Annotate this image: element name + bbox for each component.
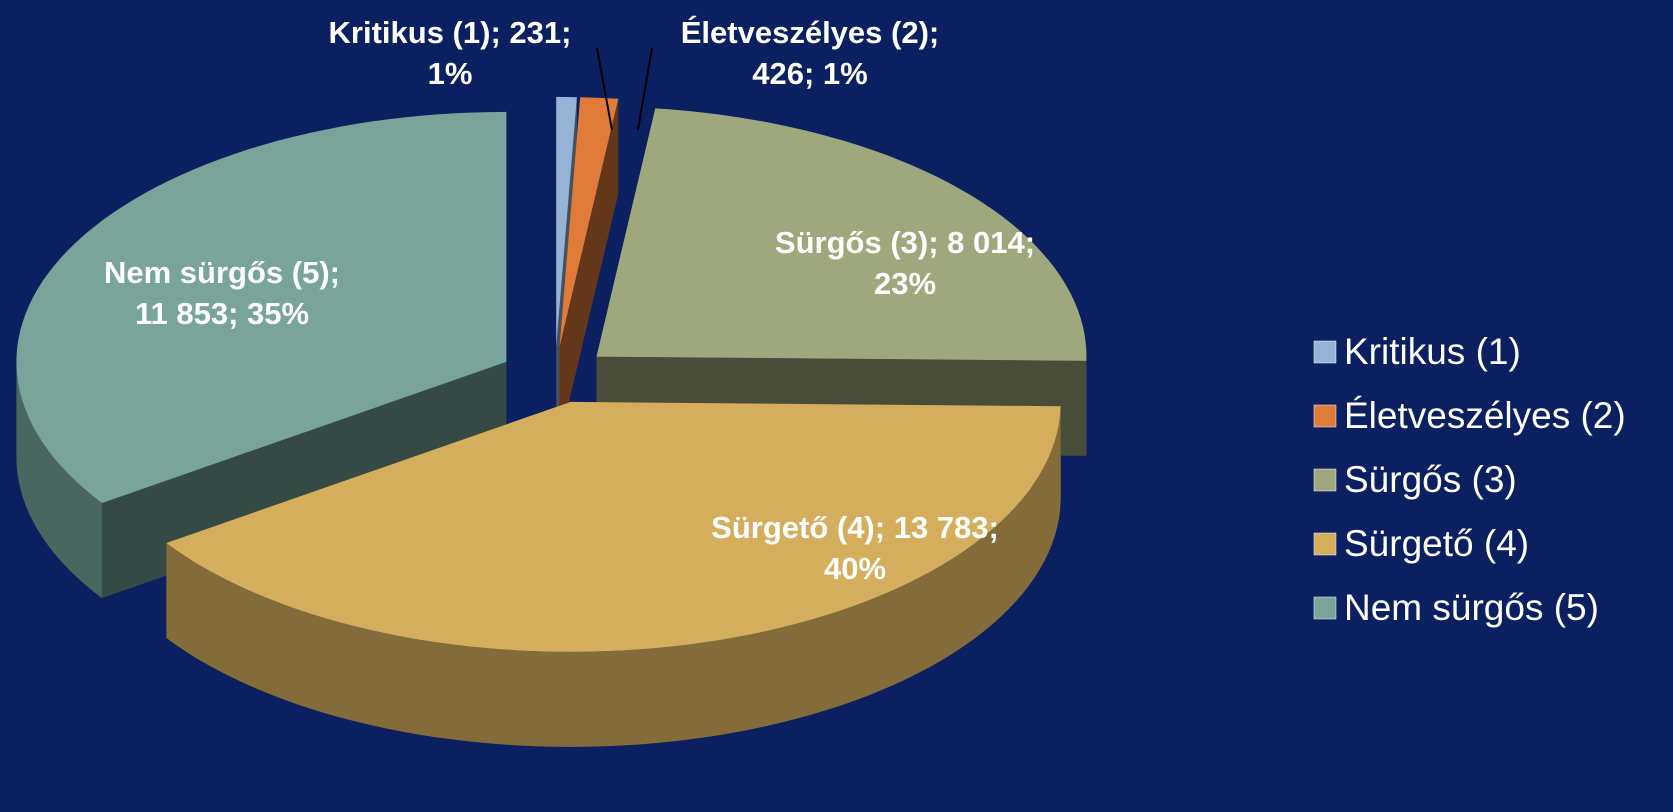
data-label-line: 40% [824, 551, 886, 586]
slice [166, 401, 1061, 747]
leader-line [637, 47, 653, 131]
slice-wall [166, 406, 1061, 747]
slice [559, 97, 619, 443]
data-label-separator: ; [330, 255, 340, 290]
legend-swatch [1313, 340, 1337, 364]
legend-swatch [1313, 596, 1337, 620]
data-label-part: Nem sürgős (5) [104, 255, 330, 290]
data-label-separator: ; [989, 510, 999, 545]
data-label-part: 8 014 [947, 225, 1025, 260]
data-label-separator: ; [928, 225, 947, 260]
data-label-part: Életveszélyes (2) [681, 15, 929, 50]
data-label-line: Sürgető (4); 13 783; [711, 510, 999, 545]
legend-swatch [1313, 404, 1337, 428]
slice-top [596, 108, 1087, 361]
data-label-line: Nem sürgős (5); [104, 255, 340, 290]
data-label-part: 13 783 [894, 510, 989, 545]
slice-top [16, 111, 507, 504]
data-label: Sürgős (3); 8 014; 23% [775, 225, 1035, 301]
data-label-part: Sürgető (4) [711, 510, 875, 545]
data-label-part: 1% [823, 56, 868, 91]
slice-top [559, 97, 619, 347]
data-label-line: Kritikus (1); 231; [329, 15, 572, 50]
data-label-separator: ; [875, 510, 894, 545]
legend-swatch [1313, 532, 1337, 556]
data-label-part: Kritikus (1) [329, 15, 491, 50]
data-label-part: 40% [824, 551, 886, 586]
data-label-part: 35% [247, 296, 309, 331]
data-label-part: 426 [752, 56, 804, 91]
data-label-part: 231 [509, 15, 561, 50]
slice-wall [16, 361, 102, 599]
slice-side [559, 98, 619, 443]
slice-top [166, 401, 1061, 652]
data-label-separator: ; [490, 15, 509, 50]
data-label: Nem sürgős (5); 11 853; 35% [104, 255, 340, 331]
data-label-part: Sürgős (3) [775, 225, 928, 260]
data-label-part: 23% [874, 266, 936, 301]
legend-label: Kritikus (1) [1344, 331, 1521, 372]
legend-label: Életveszélyes (2) [1344, 395, 1626, 436]
data-label-line: Életveszélyes (2); [681, 15, 939, 50]
data-label-separator: ; [228, 296, 247, 331]
data-label-part: 11 853 [135, 296, 228, 331]
data-label-line: 23% [874, 266, 936, 301]
data-label-separator: ; [804, 56, 823, 91]
slice-top [556, 96, 577, 347]
data-label-line: 426; 1% [752, 56, 867, 91]
data-label-line: 1% [428, 56, 473, 91]
data-label-part: 1% [428, 56, 473, 91]
data-label-separator: ; [1025, 225, 1035, 260]
data-label-separator: ; [561, 15, 571, 50]
data-label: Kritikus (1); 231; 1% [329, 15, 572, 91]
data-label-separator: ; [929, 15, 939, 50]
legend-swatch [1313, 468, 1337, 492]
legend-label: Sürgető (4) [1344, 523, 1529, 564]
data-label: Életveszélyes (2); 426; 1% [681, 15, 939, 91]
data-label: Sürgető (4); 13 783; 40% [711, 510, 999, 586]
data-label-line: 11 853; 35% [135, 296, 309, 331]
legend-label: Nem sürgős (5) [1344, 587, 1599, 628]
legend-label: Sürgős (3) [1344, 459, 1517, 500]
data-label-line: Sürgős (3); 8 014; [775, 225, 1035, 260]
leader-line [596, 47, 613, 131]
